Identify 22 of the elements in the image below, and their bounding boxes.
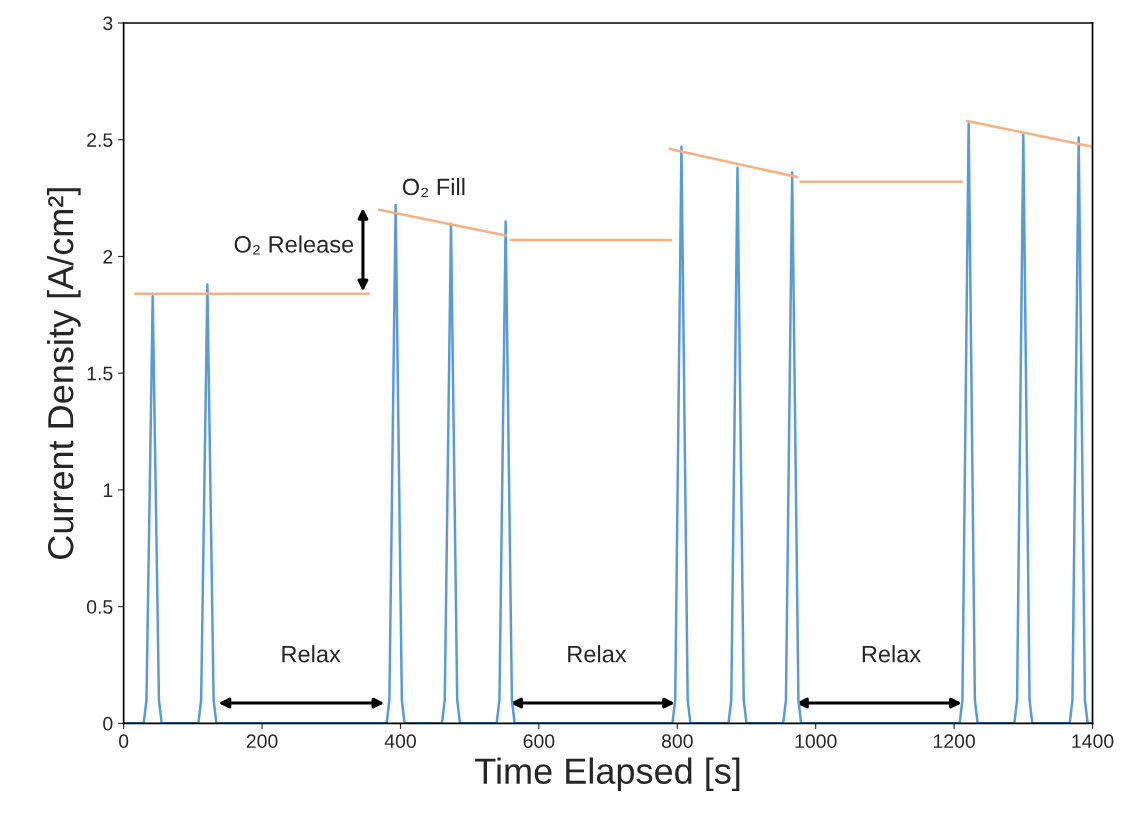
x-tick-label: 800 bbox=[661, 734, 693, 749]
x-tick-label: 600 bbox=[523, 734, 555, 749]
annotation: O₂ Fill bbox=[402, 177, 465, 198]
x-tick-label: 1200 bbox=[933, 734, 975, 749]
x-axis-title: Time Elapsed [s] bbox=[475, 757, 740, 792]
y-tick-label: 2.5 bbox=[87, 133, 113, 147]
y-tick-label: 0.5 bbox=[86, 600, 113, 614]
y-tick-label: 0 bbox=[103, 716, 113, 731]
x-tick-label: 1400 bbox=[1072, 734, 1114, 749]
annotation: O₂ Release bbox=[234, 235, 354, 255]
x-tick-label: 400 bbox=[384, 734, 416, 749]
y-tick-label: 2 bbox=[103, 249, 113, 264]
y-tick-label: 1 bbox=[103, 483, 113, 497]
y-axis-title: Current Density [A/cm²] bbox=[46, 188, 81, 559]
annotation: Relax bbox=[568, 645, 627, 663]
annotation: Relax bbox=[282, 645, 341, 663]
annotation: Relax bbox=[862, 645, 921, 663]
x-tick-label: 200 bbox=[246, 734, 278, 749]
x-tick-label: 1000 bbox=[795, 734, 837, 749]
y-tick-label: 1.5 bbox=[87, 366, 113, 381]
x-tick-label: 0 bbox=[118, 734, 129, 749]
y-tick-label: 3 bbox=[103, 16, 113, 31]
